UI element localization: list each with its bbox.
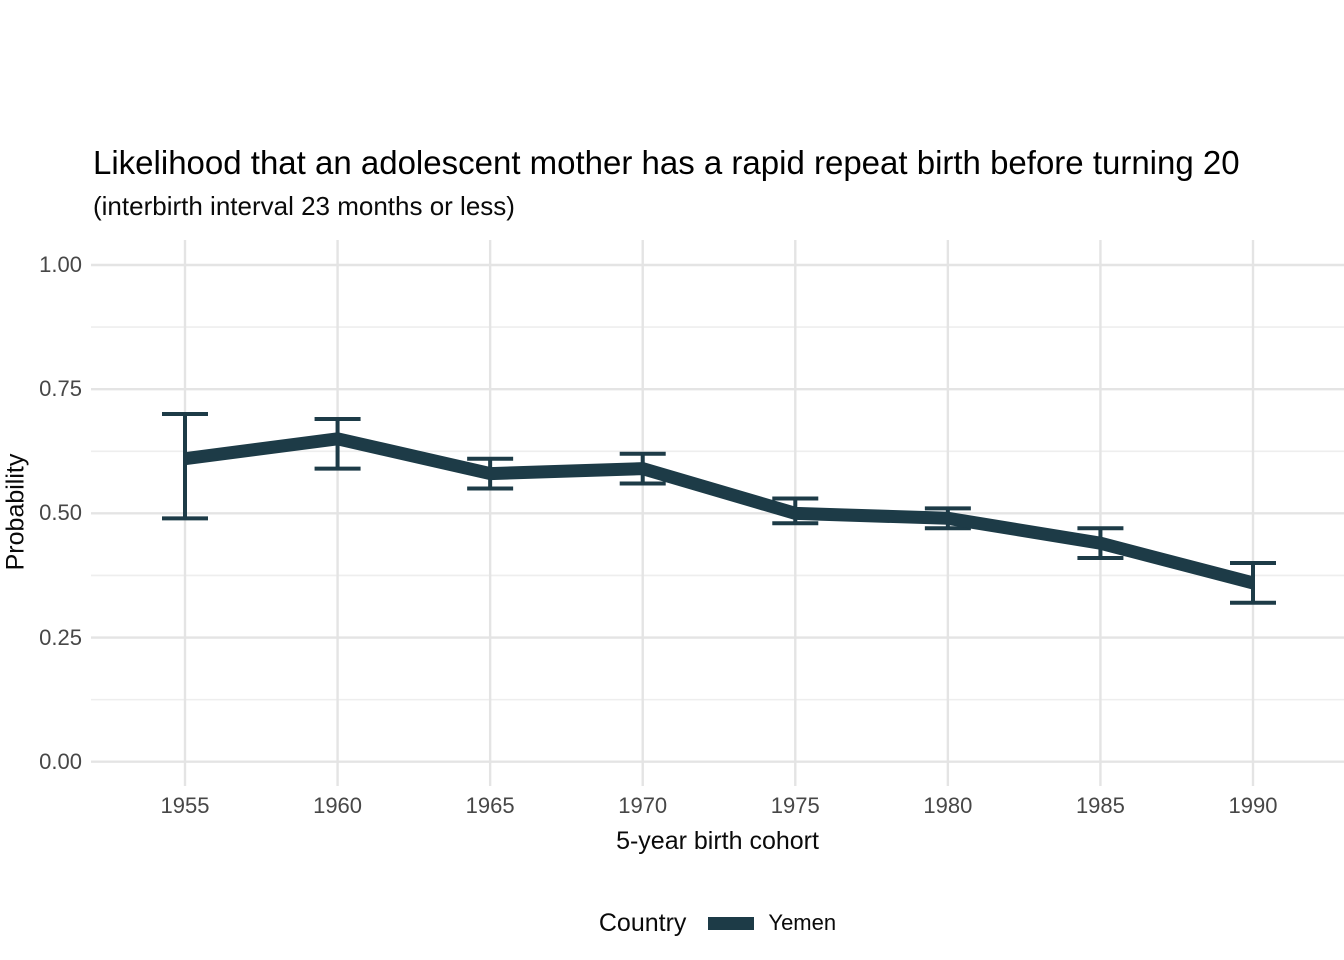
y-tick-label: 0.00 bbox=[39, 748, 82, 774]
x-tick-label: 1985 bbox=[1075, 793, 1125, 818]
y-axis-title: Probability bbox=[1, 453, 30, 571]
x-tick-label: 1955 bbox=[160, 793, 210, 818]
x-tick-label: 1970 bbox=[618, 793, 668, 818]
y-tick-label: 0.50 bbox=[39, 500, 82, 526]
x-axis-title: 5-year birth cohort bbox=[616, 827, 819, 855]
x-tick-label: 1965 bbox=[465, 793, 515, 818]
x-tick-label: 1990 bbox=[1228, 793, 1278, 818]
y-tick-label: 0.75 bbox=[39, 376, 82, 402]
x-tick-label: 1960 bbox=[313, 793, 363, 818]
legend-entry-yemen: Yemen bbox=[768, 910, 837, 935]
y-tick-label: 0.25 bbox=[39, 624, 82, 650]
legend-title: Country bbox=[598, 908, 687, 937]
x-tick-label: 1975 bbox=[770, 793, 820, 818]
chart-title: Likelihood that an adolescent mother has… bbox=[93, 144, 1240, 181]
x-tick-label: 1980 bbox=[923, 793, 973, 818]
series-line-yemen bbox=[184, 432, 1255, 590]
y-tick-label: 1.00 bbox=[39, 252, 82, 277]
chart-subtitle: (interbirth interval 23 months or less) bbox=[93, 191, 515, 221]
legend-swatch-line-icon bbox=[708, 916, 755, 930]
legend: Country Yemen bbox=[91, 903, 1344, 943]
